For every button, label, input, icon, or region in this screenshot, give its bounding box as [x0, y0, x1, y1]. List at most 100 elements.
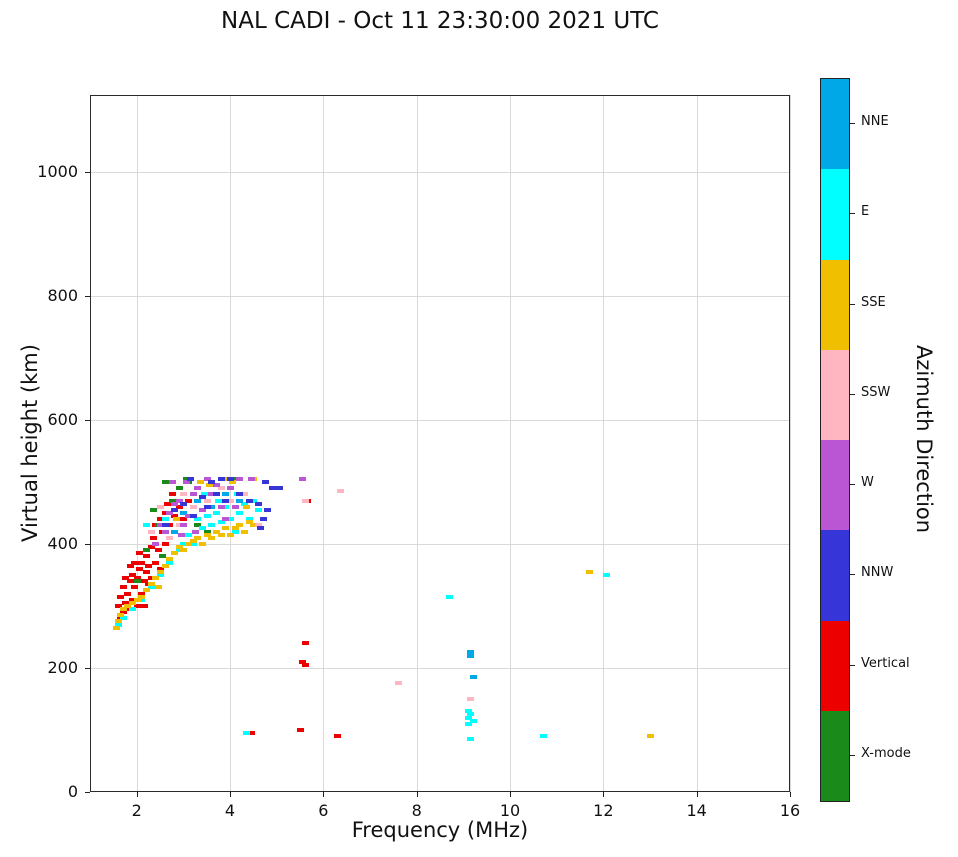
scatter-point — [255, 523, 262, 528]
scatter-point — [245, 498, 253, 503]
scatter-point — [166, 557, 174, 562]
scatter-point — [133, 603, 141, 608]
scatter-point — [140, 579, 148, 584]
scatter-point — [208, 492, 216, 497]
scatter-point — [166, 535, 174, 540]
colorbar-segment-x-mode — [821, 710, 849, 801]
scatter-point — [115, 619, 122, 624]
x-tick-mark — [323, 792, 325, 797]
scatter-point — [213, 510, 220, 515]
grid-line-vertical — [603, 95, 605, 792]
scatter-point — [119, 607, 127, 612]
colorbar-segment-nnw — [821, 530, 849, 621]
scatter-point — [248, 731, 255, 736]
scatter-point — [129, 597, 136, 602]
colorbar-tick — [850, 664, 855, 666]
scatter-point — [145, 563, 153, 568]
scatter-point — [203, 532, 211, 537]
scatter-point — [147, 576, 155, 581]
scatter-point — [301, 641, 309, 646]
scatter-point — [124, 607, 132, 612]
scatter-point — [175, 545, 183, 550]
scatter-point — [269, 486, 276, 491]
scatter-point — [213, 492, 220, 497]
scatter-point — [229, 479, 237, 484]
scatter-point — [161, 517, 169, 522]
scatter-point — [236, 523, 244, 528]
colorbar-segment-vertical — [821, 620, 849, 711]
scatter-point — [185, 514, 192, 519]
scatter-point — [112, 625, 120, 630]
scatter-point — [203, 529, 211, 534]
scatter-point — [467, 737, 475, 742]
colorbar-wrap: NNE E SSE SSW W NNW Vertical X-mode — [820, 78, 958, 802]
scatter-point — [194, 535, 202, 540]
scatter-point — [133, 579, 141, 584]
colorbar-tick — [850, 484, 855, 486]
scatter-point — [143, 523, 150, 528]
scatter-point — [154, 585, 162, 590]
scatter-point — [152, 541, 160, 546]
scatter-point — [157, 572, 164, 577]
scatter-point — [147, 545, 155, 550]
scatter-point — [171, 514, 178, 519]
scatter-point — [157, 517, 164, 522]
scatter-point — [180, 541, 188, 546]
scatter-point — [192, 529, 199, 534]
colorbar-segment-nne — [821, 79, 849, 170]
scatter-point — [122, 576, 129, 581]
x-axis-label: Frequency (MHz) — [351, 818, 529, 842]
scatter-point — [227, 476, 234, 481]
scatter-point — [171, 507, 178, 512]
scatter-point — [203, 514, 211, 519]
colorbar-segment-e — [821, 169, 849, 260]
scatter-point — [180, 501, 188, 506]
x-tick-mark — [696, 792, 698, 797]
grid-line-horizontal — [90, 667, 790, 669]
scatter-point — [117, 594, 125, 599]
y-tick-label: 1000 — [37, 161, 78, 181]
scatter-point — [189, 514, 197, 519]
scatter-point — [243, 731, 251, 736]
y-tick-label: 400 — [47, 533, 78, 553]
x-tick-label: 6 — [318, 801, 329, 820]
colorbar-entry-label: X-mode — [861, 745, 911, 761]
colorbar-tick — [850, 754, 855, 756]
scatter-point — [161, 529, 169, 534]
colorbar-tick — [850, 213, 855, 215]
scatter-point — [199, 541, 206, 546]
scatter-point — [122, 600, 129, 605]
scatter-point — [147, 582, 155, 587]
scatter-point — [199, 495, 206, 500]
scatter-point — [189, 504, 197, 509]
scatter-point — [231, 476, 239, 481]
scatter-point — [157, 504, 164, 509]
scatter-point — [175, 504, 183, 509]
scatter-point — [189, 492, 197, 497]
scatter-point — [299, 476, 307, 481]
scatter-point — [255, 501, 262, 506]
scatter-point — [175, 498, 183, 503]
x-tick-label: 12 — [593, 801, 614, 820]
colorbar-tick — [850, 574, 855, 576]
scatter-point — [168, 492, 176, 497]
scatter-point — [157, 569, 164, 574]
grid-line-vertical — [790, 95, 791, 792]
scatter-point — [264, 507, 272, 512]
scatter-point — [115, 603, 122, 608]
scatter-point — [236, 510, 244, 515]
scatter-point — [231, 529, 239, 534]
scatter-point — [194, 486, 202, 491]
scatter-point — [161, 541, 169, 546]
scatter-point — [203, 504, 211, 509]
scatter-point — [257, 526, 265, 531]
y-tick-mark — [85, 295, 90, 297]
scatter-point — [175, 523, 183, 528]
scatter-point — [222, 526, 230, 531]
x-tick-mark — [603, 792, 605, 797]
scatter-point — [336, 489, 344, 494]
grid-line-horizontal — [90, 295, 790, 297]
scatter-point — [208, 479, 216, 484]
scatter-point — [465, 715, 472, 720]
scatter-point — [185, 532, 192, 537]
